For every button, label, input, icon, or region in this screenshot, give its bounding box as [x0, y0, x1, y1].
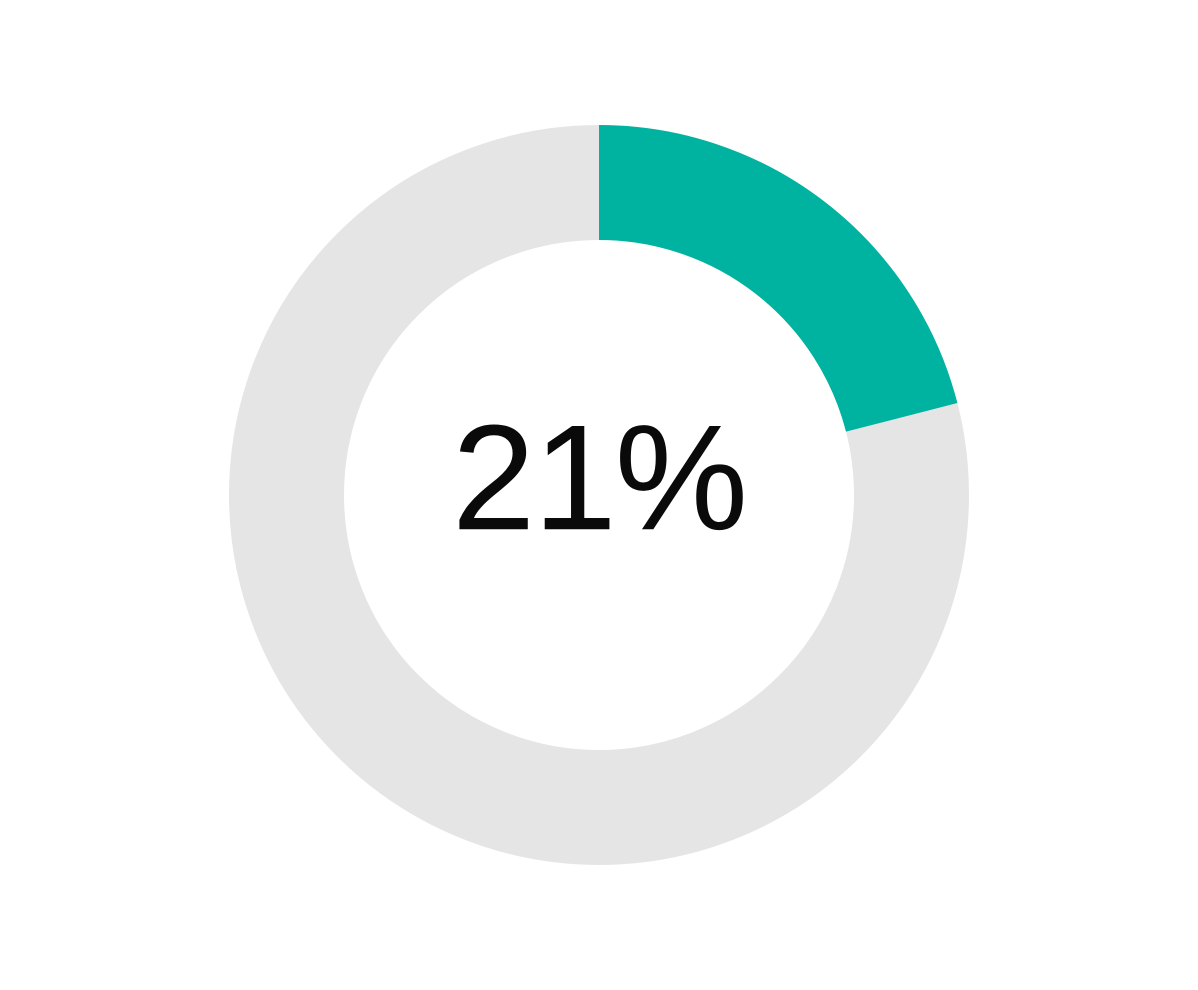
- donut-chart: 21%: [189, 85, 1009, 905]
- donut-percent-label: 21%: [452, 391, 746, 564]
